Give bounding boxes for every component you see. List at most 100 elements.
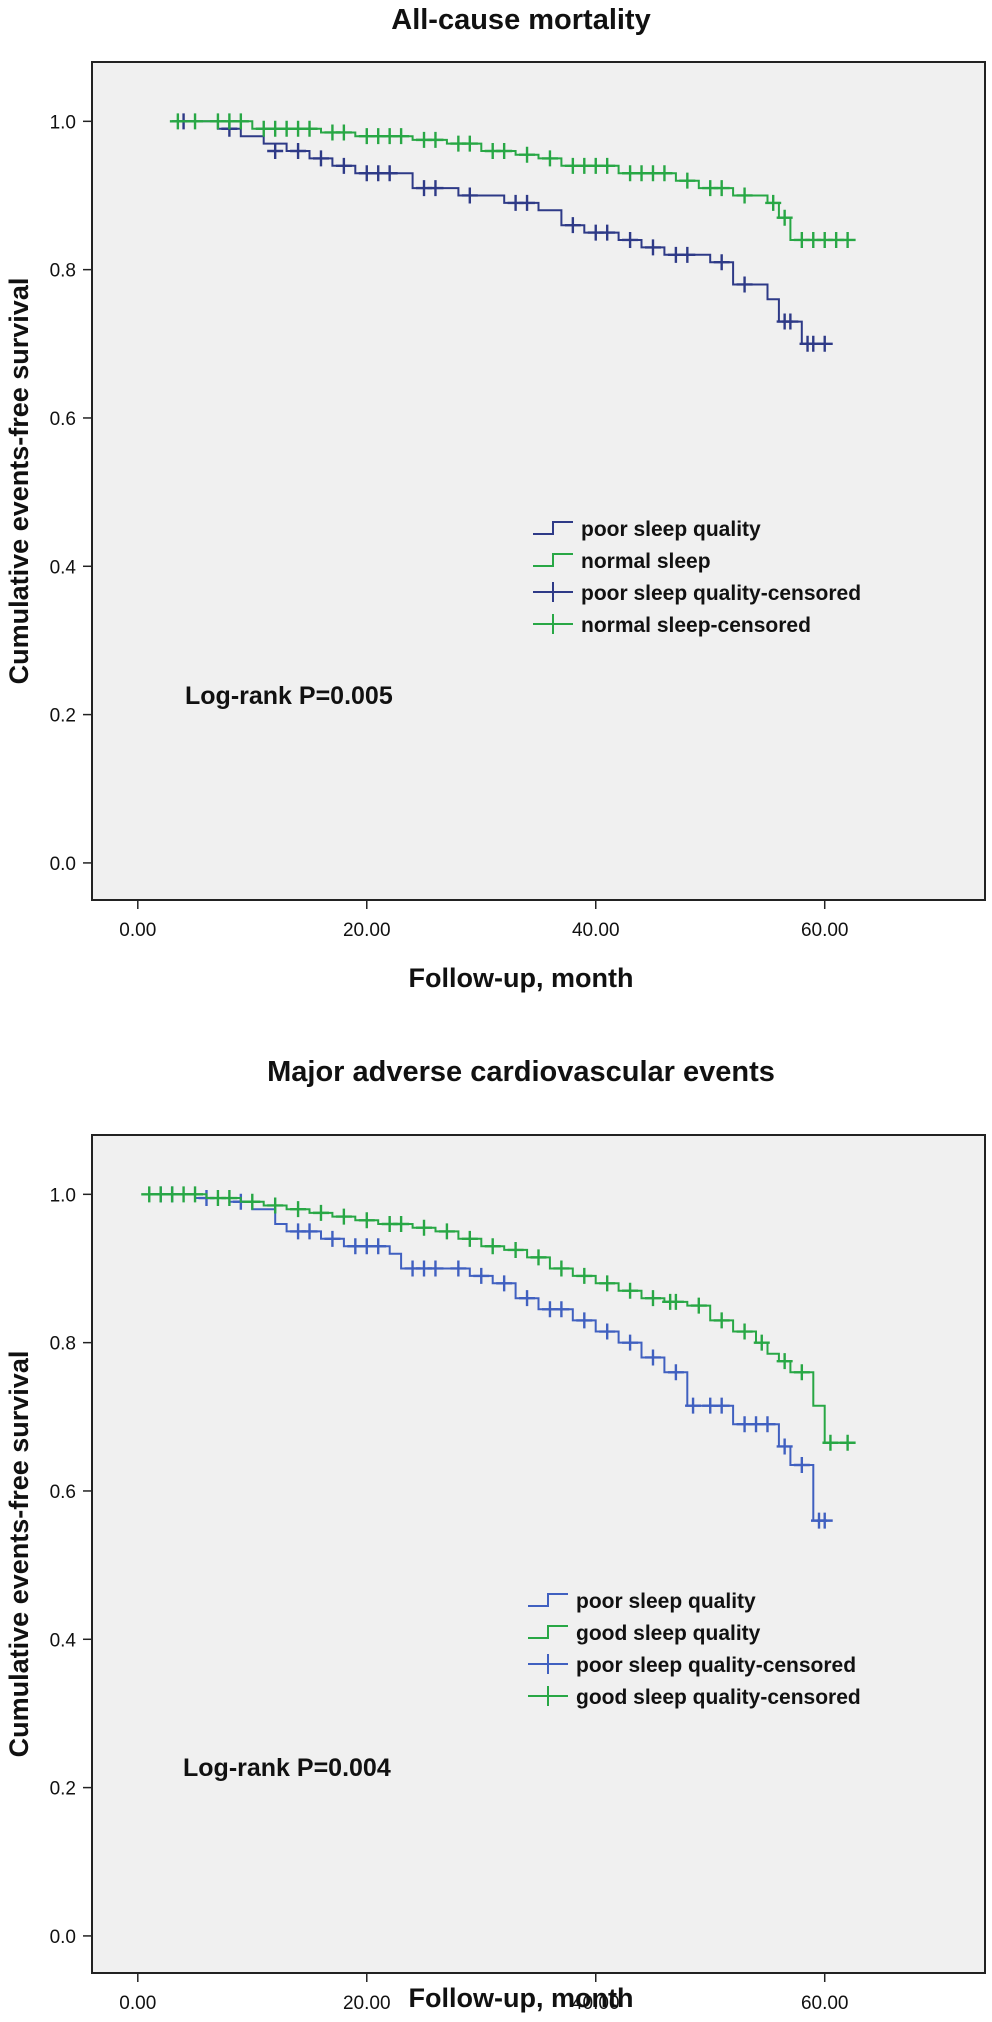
censor-mark <box>519 146 536 163</box>
y-tick-label: 0.8 <box>50 261 76 282</box>
censor-mark <box>759 1416 776 1433</box>
censor-mark <box>793 1364 810 1381</box>
censor-mark <box>553 1260 570 1277</box>
censor-mark <box>622 1282 639 1299</box>
censor-mark <box>816 335 833 352</box>
y-tick-label: 0.6 <box>50 1482 76 1503</box>
legend-swatch-line <box>533 521 573 535</box>
censor-mark <box>427 131 444 148</box>
y-tick-label: 0.0 <box>50 854 76 875</box>
y-tick-label: 0.8 <box>50 1334 76 1355</box>
x-tick-label: 20.00 <box>343 1993 391 2014</box>
censor-mark <box>416 1219 433 1236</box>
censor-mark <box>370 1238 387 1255</box>
censor-mark <box>839 1434 856 1451</box>
y-axis-label: Cumulative events-free survival <box>4 1351 34 1758</box>
censor-mark <box>679 246 696 263</box>
censor-mark <box>267 142 284 159</box>
censor-mark <box>496 142 513 159</box>
censor-mark <box>312 150 329 167</box>
legend-label: normal sleep <box>581 550 711 573</box>
censor-mark <box>335 157 352 174</box>
censor-mark <box>765 194 782 211</box>
censor-mark <box>644 1290 661 1307</box>
censor-mark <box>187 113 204 130</box>
censor-mark <box>667 1293 684 1310</box>
x-tick-label: 60.00 <box>801 1993 849 2014</box>
censor-mark <box>169 113 186 130</box>
chart-title: All-cause mortality <box>391 4 650 36</box>
censor-mark <box>599 1323 616 1340</box>
legend-swatch-censor <box>533 582 573 602</box>
censor-mark <box>381 165 398 182</box>
legend-swatch-censor <box>528 1654 568 1674</box>
legend-label: poor sleep quality-censored <box>576 1654 856 1677</box>
censor-mark <box>599 157 616 174</box>
survival-line-series-0 <box>149 1193 825 1522</box>
legend-label: poor sleep quality <box>581 518 761 541</box>
censor-mark <box>221 1190 238 1207</box>
legend-label: normal sleep-censored <box>581 614 811 637</box>
y-axis: 0.0 0.2 0.4 0.6 0.8 1.0 <box>50 1185 92 1948</box>
censor-mark <box>679 172 696 189</box>
censor-mark <box>461 135 478 152</box>
censor-mark <box>793 1457 810 1474</box>
censor-mark <box>461 187 478 204</box>
censor-mark <box>667 1364 684 1381</box>
censor-mark <box>713 180 730 197</box>
legend: poor sleep quality normal sleep poor sleep… <box>533 518 861 637</box>
censor-mark <box>450 1260 467 1277</box>
censor-mark <box>335 1208 352 1225</box>
censor-mark <box>713 254 730 271</box>
censor-mark <box>301 120 318 137</box>
x-axis-label: Follow-up, month <box>409 963 634 993</box>
x-tick-label: 0.00 <box>119 920 156 941</box>
censor-mark <box>187 1186 204 1203</box>
censor-mark <box>576 1312 593 1329</box>
censor-mark <box>324 1230 341 1247</box>
legend-swatch-line <box>528 1625 568 1639</box>
censor-mark <box>736 276 753 293</box>
censor-mark <box>484 1238 501 1255</box>
legend-swatch-line <box>533 553 573 567</box>
survival-line-series-1 <box>149 1193 848 1444</box>
x-axis-label: Follow-up, month <box>409 1983 634 2013</box>
chart-major-adverse-cardiovascular-events: Major adverse cardiovascular events 0.00… <box>4 1056 986 2014</box>
censor-mark <box>622 231 639 248</box>
censor-mark <box>690 1297 707 1314</box>
censor-mark <box>290 142 307 159</box>
censor-mark <box>541 150 558 167</box>
censor-mark <box>519 194 536 211</box>
censor-mark <box>776 209 793 226</box>
x-tick-label: 40.00 <box>572 1993 620 2014</box>
censor-mark <box>576 1267 593 1284</box>
censor-mark <box>301 1223 318 1240</box>
survival-line-series-0 <box>172 120 825 345</box>
censor-mark <box>335 124 352 141</box>
x-tick-label: 0.00 <box>119 1993 156 2014</box>
censor-mark <box>473 1267 490 1284</box>
legend-label: good sleep quality-censored <box>576 1686 861 1709</box>
censor-mark <box>736 1323 753 1340</box>
censor-mark <box>232 113 249 130</box>
survival-curves <box>141 1186 856 1529</box>
censor-mark <box>507 1241 524 1258</box>
y-tick-label: 0.6 <box>50 409 76 430</box>
censor-mark <box>393 1215 410 1232</box>
censor-mark <box>713 1397 730 1414</box>
x-axis: 0.00 20.00 40.00 60.00 <box>119 1973 848 2014</box>
censor-mark <box>290 1201 307 1218</box>
y-tick-label: 0.0 <box>50 1927 76 1948</box>
censor-mark <box>530 1249 547 1266</box>
censor-mark <box>685 1397 702 1414</box>
censor-mark <box>599 1275 616 1292</box>
legend-label: poor sleep quality-censored <box>581 582 861 605</box>
log-rank-annotation: Log-rank P=0.004 <box>183 1754 391 1782</box>
plot-area <box>91 61 986 901</box>
censor-mark <box>753 1334 770 1351</box>
x-tick-label: 40.00 <box>572 920 620 941</box>
log-rank-annotation: Log-rank P=0.005 <box>185 682 393 710</box>
censor-mark <box>438 1223 455 1240</box>
censor-mark <box>839 231 856 248</box>
